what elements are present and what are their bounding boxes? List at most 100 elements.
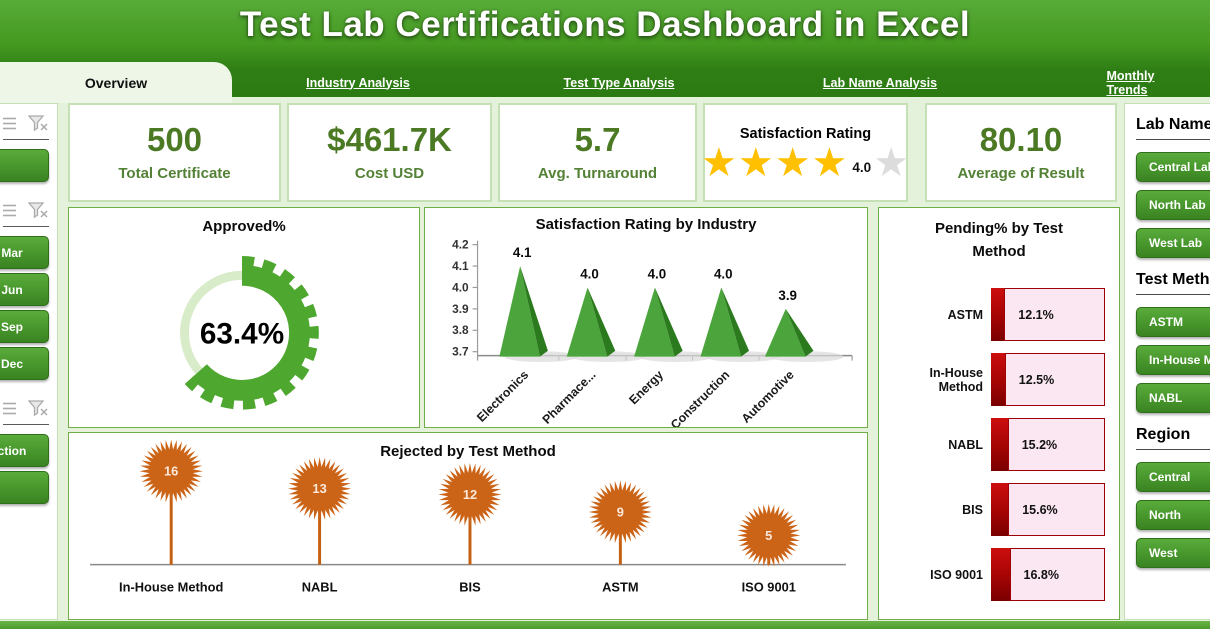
tab-industry-analysis[interactable]: Industry Analysis xyxy=(306,75,410,90)
rejected-by-test-method-panel: Rejected by Test Method 16 In-House Metho… xyxy=(68,432,868,620)
bottom-bar xyxy=(0,621,1210,629)
slicer-button[interactable]: In-House M xyxy=(1136,345,1210,375)
satisfaction-by-industry-panel: Satisfaction Rating by Industry 4.2 4.1 4.… xyxy=(424,207,868,428)
star-rating: ★ ★ ★ ★ 4.0 ★ xyxy=(701,140,911,185)
pending-bar-fill xyxy=(991,353,1005,406)
category-label: Automotive xyxy=(739,368,797,426)
slicer-button[interactable]: West Lab xyxy=(1136,228,1210,258)
clear-filter-icon[interactable] xyxy=(27,400,49,422)
kpi-average-of-result: 80.10 Average of Result xyxy=(925,103,1117,202)
pending-bar: 12.5% xyxy=(991,353,1105,406)
tab-test-type-analysis[interactable]: Test Type Analysis xyxy=(563,75,675,90)
data-label: 4.1 xyxy=(513,245,532,260)
slicer-button[interactable]: West xyxy=(1136,538,1210,568)
category-label: Pharmace... xyxy=(540,368,599,427)
slicer-button[interactable]: Central Lab xyxy=(1136,152,1210,182)
slicer-header xyxy=(3,202,49,224)
slicer-title: Region xyxy=(1136,426,1210,450)
slicer-button[interactable]: North Lab xyxy=(1136,190,1210,220)
multiselect-icon[interactable] xyxy=(3,203,20,223)
data-label: 12 xyxy=(463,487,477,502)
pending-bar-track: 15.6% xyxy=(1008,483,1105,536)
pending-value-label: 15.6% xyxy=(1022,502,1058,517)
kpi-avg-turnaround: 5.7 Avg. Turnaround xyxy=(498,103,697,202)
svg-text:4.2: 4.2 xyxy=(452,238,469,252)
slicer-button[interactable]: ction xyxy=(0,434,49,467)
data-label: 5 xyxy=(765,528,772,543)
data-label: 4.0 xyxy=(580,267,599,282)
clear-filter-icon[interactable] xyxy=(27,115,49,137)
slicer-group: Test Meth ASTM In-House M NABL xyxy=(1136,271,1210,413)
kpi-cost-usd: $461.7K Cost USD xyxy=(287,103,492,202)
star-icon: ★ xyxy=(774,140,812,185)
slicer-group: Region Central North West xyxy=(1136,426,1210,568)
pending-bar-track: 16.8% xyxy=(1009,548,1105,601)
slicer-button[interactable]: North xyxy=(1136,500,1210,530)
pending-category-label: In-House Method xyxy=(929,365,983,394)
slicer-button[interactable]: Jun xyxy=(0,273,49,306)
left-slicer-panel: Mar Jun Sep Dec ction xyxy=(0,103,58,620)
kpi-value: 5.7 xyxy=(574,121,621,158)
tab-monthly-trends[interactable]: Monthly Trends xyxy=(1106,68,1155,97)
page-title: Test Lab Certifications Dashboard in Exc… xyxy=(239,5,971,44)
chart-title: Rejected by Test Method xyxy=(380,443,556,460)
pending-value-label: 12.1% xyxy=(1018,307,1054,322)
gauge-value-label: 63.4% xyxy=(200,318,284,351)
multiselect-icon[interactable] xyxy=(3,116,20,136)
slicer-button[interactable] xyxy=(0,471,49,504)
slicer-header xyxy=(3,115,49,137)
pending-bar: 12.1% xyxy=(991,288,1105,341)
pending-bar-track: 12.5% xyxy=(1004,353,1105,406)
pending-category-label: NABL xyxy=(948,437,983,452)
data-label: 13 xyxy=(312,481,326,496)
svg-text:3.9: 3.9 xyxy=(452,302,469,316)
star-empty-icon: ★ xyxy=(873,140,911,185)
data-label: 3.9 xyxy=(778,288,797,303)
category-label: Electronics xyxy=(474,368,531,425)
slicer-divider xyxy=(3,226,49,227)
kpi-label: Average of Result xyxy=(957,165,1085,182)
chart-title: Pending% by Test Method xyxy=(934,220,1064,260)
chart-title: Satisfaction Rating by Industry xyxy=(535,216,757,233)
category-label: BIS xyxy=(459,579,481,594)
pending-category-label: BIS xyxy=(962,502,983,517)
pending-value-label: 16.8% xyxy=(1023,567,1059,582)
slicer-group: Lab Name Central Lab North Lab West Lab xyxy=(1136,116,1210,258)
pending-bar-track: 12.1% xyxy=(1004,288,1105,341)
slicer-header xyxy=(3,400,49,422)
slicer-button[interactable] xyxy=(0,149,49,182)
pending-row: ASTM 12.1% xyxy=(887,288,1105,341)
clear-filter-icon[interactable] xyxy=(27,202,49,224)
category-label: Energy xyxy=(626,368,666,408)
slicer-button[interactable]: Mar xyxy=(0,236,49,269)
slicer-divider xyxy=(3,424,49,425)
category-label: ASTM xyxy=(602,579,638,594)
data-label: 4.0 xyxy=(714,267,733,282)
slicer-button[interactable]: Central xyxy=(1136,462,1210,492)
star-icon: ★ xyxy=(811,140,849,185)
tab-overview[interactable]: Overview xyxy=(0,62,232,103)
pending-value-label: 12.5% xyxy=(1018,372,1055,387)
slicer-button[interactable]: Dec xyxy=(0,347,49,380)
slicer-button[interactable]: NABL xyxy=(1136,383,1210,413)
kpi-value: $461.7K xyxy=(327,121,452,158)
pending-bar-chart: ASTM 12.1% In-House Method 12.5% NABL 15.2% BI… xyxy=(887,288,1105,601)
pending-bar-fill xyxy=(991,483,1009,536)
satisfaction-value: 4.0 xyxy=(852,160,872,175)
slicer-title: Test Meth xyxy=(1136,271,1210,295)
kpi-value: 500 xyxy=(146,121,203,158)
slicer-button[interactable]: ASTM xyxy=(1136,307,1210,337)
tab-lab-name-analysis[interactable]: Lab Name Analysis xyxy=(822,75,938,90)
slicer-button[interactable]: Sep xyxy=(0,310,49,343)
approved-gauge-chart: 63.4% xyxy=(180,256,319,410)
satisfaction-title: Satisfaction Rating xyxy=(739,125,872,142)
svg-text:3.7: 3.7 xyxy=(452,345,469,359)
multiselect-icon[interactable] xyxy=(3,401,20,421)
category-label: ISO 9001 xyxy=(742,579,796,594)
approved-gauge-panel: Approved% 63.4% xyxy=(68,207,420,428)
pending-category-label: ISO 9001 xyxy=(930,567,983,582)
slicer-group: Mar Jun Sep Dec xyxy=(0,202,57,380)
svg-text:3.8: 3.8 xyxy=(452,323,469,337)
data-label: 4.0 xyxy=(648,267,667,282)
